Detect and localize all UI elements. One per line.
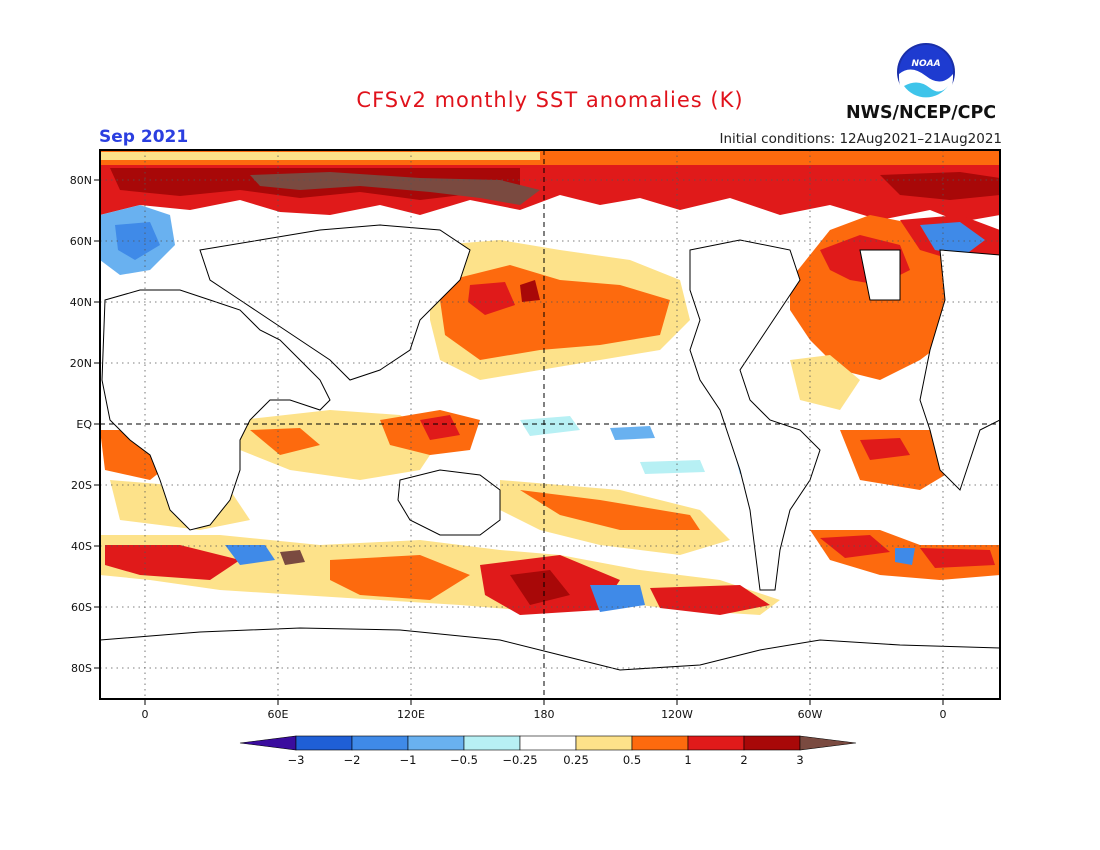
lat-label: 20S xyxy=(71,479,92,492)
land-antarctica xyxy=(100,627,1000,699)
lon-label: 60E xyxy=(268,708,289,720)
noaa-logo-icon: NOAA xyxy=(897,43,955,102)
colorbar-swatch xyxy=(463,735,521,751)
colorbar-label: 3 xyxy=(796,753,803,767)
lon-label: 0 xyxy=(142,708,149,720)
colorbar-swatch xyxy=(743,735,801,751)
colorbar-label: −0.5 xyxy=(450,753,478,767)
lat-label: 80N xyxy=(70,174,92,187)
initial-conditions-label: Initial conditions: 12Aug2021–21Aug2021 xyxy=(719,131,1002,147)
svg-text:NOAA: NOAA xyxy=(911,59,940,69)
colorbar-swatch-min xyxy=(239,735,297,751)
colorbar-swatch xyxy=(575,735,633,751)
lon-label: 0 xyxy=(940,708,947,720)
lat-label: 60N xyxy=(70,235,92,248)
lon-label: 180 xyxy=(534,708,555,720)
valid-month-label: Sep 2021 xyxy=(99,127,189,147)
colorbar-label: −0.25 xyxy=(502,753,537,767)
colorbar-swatch xyxy=(295,735,353,751)
agency-label: NWS/NCEP/CPC xyxy=(846,103,997,123)
lon-label: 120E xyxy=(397,708,425,720)
colorbar-label: 1 xyxy=(684,753,691,767)
lat-label: 40S xyxy=(71,540,92,553)
reference-lines xyxy=(100,150,1000,699)
colorbar-label: −2 xyxy=(344,753,361,767)
colorbar-swatch xyxy=(631,735,689,751)
colorbar-swatch xyxy=(351,735,409,751)
sst-anomaly-map: 80N 60N 40N 20N EQ 20S 40S 60S 80S 0 60E… xyxy=(70,149,1001,720)
colorbar-label: 0.25 xyxy=(563,753,589,767)
map-grid xyxy=(100,150,1000,699)
colorbar-swatch xyxy=(687,735,745,751)
lat-label: 60S xyxy=(71,601,92,614)
colorbar-swatch-max xyxy=(799,735,857,751)
colorbar-label: −1 xyxy=(400,753,417,767)
land-africa-eurasia xyxy=(101,289,331,531)
map-title: CFSv2 monthly SST anomalies (K) xyxy=(356,88,744,112)
colorbar-swatch xyxy=(407,735,465,751)
lon-label: 60W xyxy=(798,708,823,720)
colorbar-swatch xyxy=(519,735,577,751)
lat-label: EQ xyxy=(76,418,92,431)
lon-label: 120W xyxy=(661,708,693,720)
land-australia xyxy=(397,469,501,536)
colorbar-label: −3 xyxy=(288,753,305,767)
anomaly-arctic-extreme xyxy=(250,172,540,205)
colorbar-label: 0.5 xyxy=(623,753,641,767)
lat-label: 20N xyxy=(70,357,92,370)
lat-label: 40N xyxy=(70,296,92,309)
land-americas xyxy=(689,239,821,591)
colorbar-label: 2 xyxy=(740,753,747,767)
lat-label: 80S xyxy=(71,662,92,675)
